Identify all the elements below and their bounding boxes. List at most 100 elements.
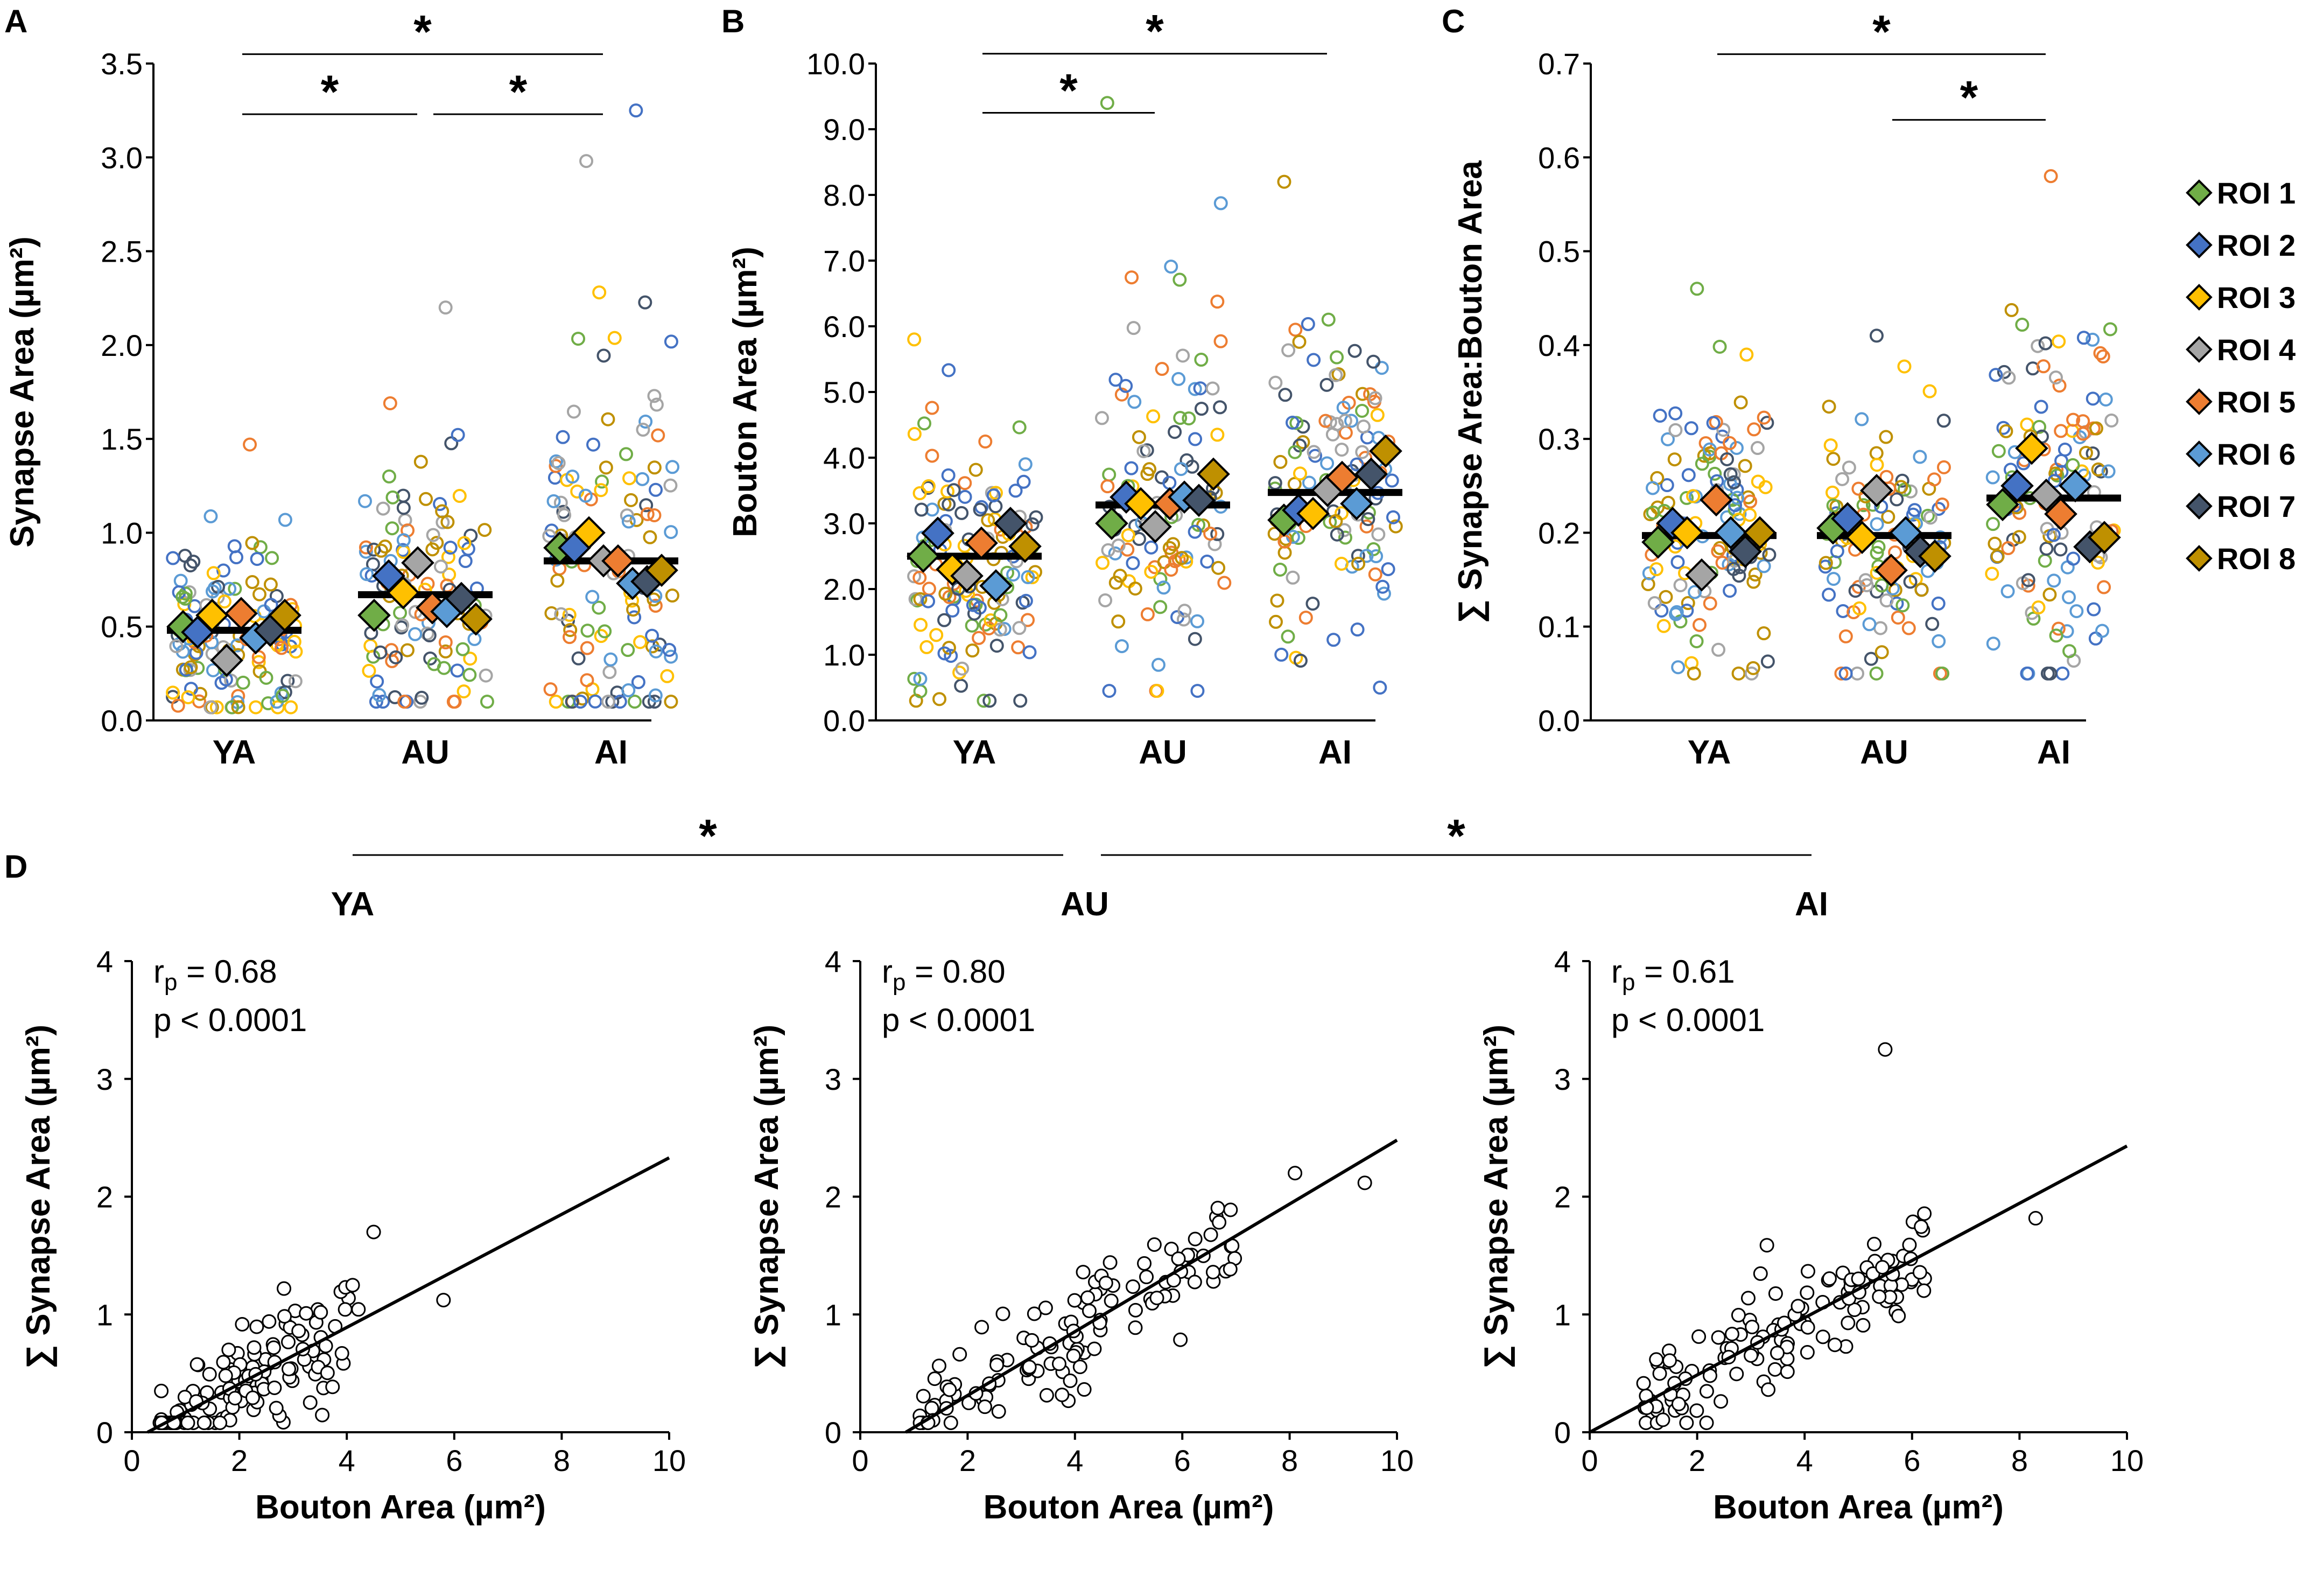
data-point	[1188, 432, 1203, 446]
p-value-text: p < 0.0001	[882, 1002, 1035, 1038]
data-point	[978, 1399, 993, 1414]
data-point	[209, 700, 224, 715]
data-point	[1012, 420, 1027, 435]
data-point	[627, 610, 642, 625]
data-point	[1268, 614, 1283, 629]
data-point	[553, 495, 568, 510]
category-label-YA: YA	[1688, 734, 1731, 771]
data-point	[1281, 343, 1296, 358]
x-tick-label: 0	[123, 1444, 140, 1477]
data-point	[245, 1390, 260, 1405]
data-point	[245, 536, 259, 550]
data-point	[1124, 461, 1139, 475]
data-point	[1856, 1318, 1871, 1333]
data-point	[1176, 348, 1190, 363]
roi-mean-marker-AI-5	[2044, 497, 2077, 531]
roi-mean-marker-YA-1	[1641, 526, 1675, 559]
legend-label-roi-3: ROI 3	[2217, 281, 2295, 314]
data-point	[1094, 411, 1109, 425]
data-point	[1213, 196, 1228, 211]
data-point	[1699, 1384, 1714, 1399]
data-point	[547, 471, 562, 485]
data-point	[1985, 566, 1999, 581]
data-point	[1856, 498, 1871, 513]
data-point	[2028, 1211, 2043, 1226]
data-point	[921, 594, 936, 608]
roi-mean-marker-YA-8	[1008, 529, 1042, 563]
category-label-AI: AI	[1318, 734, 1352, 771]
data-point	[383, 396, 397, 410]
data-point	[2104, 413, 2119, 428]
data-point	[2052, 379, 2067, 393]
data-point	[922, 582, 936, 596]
data-point	[1087, 1341, 1102, 1356]
data-point	[942, 1382, 957, 1397]
data-point	[2103, 322, 2117, 337]
data-point	[580, 641, 594, 655]
roi-mean-marker-AU-7	[1182, 484, 1216, 517]
data-point	[277, 1309, 292, 1324]
data-point	[607, 331, 622, 345]
data-point	[2021, 573, 2035, 587]
data-point	[1355, 403, 1370, 418]
panel-letter-A: A	[4, 3, 27, 39]
data-point	[457, 684, 471, 699]
data-point	[942, 497, 956, 512]
data-point	[1692, 618, 1707, 632]
data-point	[2095, 624, 2110, 638]
data-point	[1286, 570, 1300, 585]
data-point	[1895, 473, 1909, 488]
data-point	[1738, 459, 1752, 473]
data-point	[1326, 504, 1340, 519]
data-point	[1114, 639, 1129, 654]
data-point	[1733, 395, 1748, 410]
data-point	[1038, 1300, 1053, 1315]
data-point	[991, 1404, 1006, 1419]
data-point	[1712, 339, 1727, 354]
data-point	[221, 1342, 236, 1357]
data-point	[1111, 614, 1126, 629]
data-point	[1866, 1237, 1881, 1252]
data-point	[1668, 423, 1683, 437]
data-point	[1082, 1304, 1097, 1319]
data-point	[2042, 587, 2057, 602]
data-point	[1761, 1382, 1776, 1397]
roi-mean-marker-YA-5	[965, 526, 998, 560]
r-subscript: p	[893, 969, 905, 996]
data-point	[1927, 472, 1942, 487]
data-point	[1822, 587, 1836, 602]
y-tick-label: 2	[825, 1180, 841, 1214]
data-point	[1991, 444, 2006, 458]
data-point	[334, 1346, 349, 1361]
data-point	[1337, 523, 1352, 537]
data-point	[967, 606, 981, 621]
data-point	[1137, 1256, 1152, 1271]
data-point	[1190, 684, 1205, 698]
data-point	[974, 1320, 989, 1335]
data-point	[638, 295, 652, 310]
data-point	[1302, 475, 1316, 490]
data-point	[1800, 1285, 1815, 1300]
y-tick-label: 2.0	[101, 328, 143, 362]
data-point	[1156, 580, 1171, 595]
data-point	[988, 486, 1003, 500]
data-point	[602, 665, 617, 680]
data-point	[621, 643, 635, 657]
data-point	[1726, 475, 1741, 489]
data-point	[299, 1306, 314, 1321]
data-point	[189, 1357, 205, 1372]
data-point	[1647, 596, 1662, 611]
data-point	[562, 607, 577, 622]
data-point	[2044, 169, 2058, 184]
roi-mean-marker-AI-8	[2088, 521, 2121, 554]
data-point	[1350, 457, 1364, 472]
data-point	[1140, 607, 1155, 621]
data-point	[1356, 419, 1371, 434]
data-point	[2049, 628, 2063, 643]
data-point	[2086, 391, 2100, 406]
data-point	[351, 1302, 366, 1317]
data-point	[2098, 392, 2113, 407]
data-point	[1177, 604, 1192, 618]
data-point	[1819, 556, 1833, 570]
data-point	[1150, 684, 1164, 698]
